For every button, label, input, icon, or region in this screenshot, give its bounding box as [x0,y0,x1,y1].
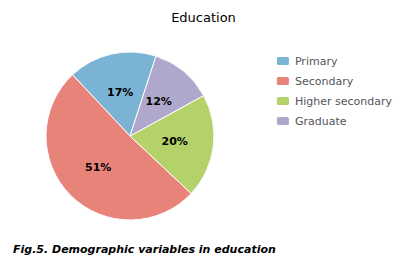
svg-text:20%: 20% [161,135,187,148]
svg-text:Graduate: Graduate [295,115,347,128]
svg-text:Higher secondary: Higher secondary [295,95,393,108]
svg-text:17%: 17% [107,86,133,99]
svg-text:Secondary: Secondary [295,75,354,88]
svg-text:12%: 12% [146,95,172,108]
svg-text:Primary: Primary [295,55,338,68]
svg-text:Fig.5. Demographic variables i: Fig.5. Demographic variables in educatio… [13,243,276,256]
svg-text:51%: 51% [85,161,111,174]
svg-text:Education: Education [171,10,236,25]
